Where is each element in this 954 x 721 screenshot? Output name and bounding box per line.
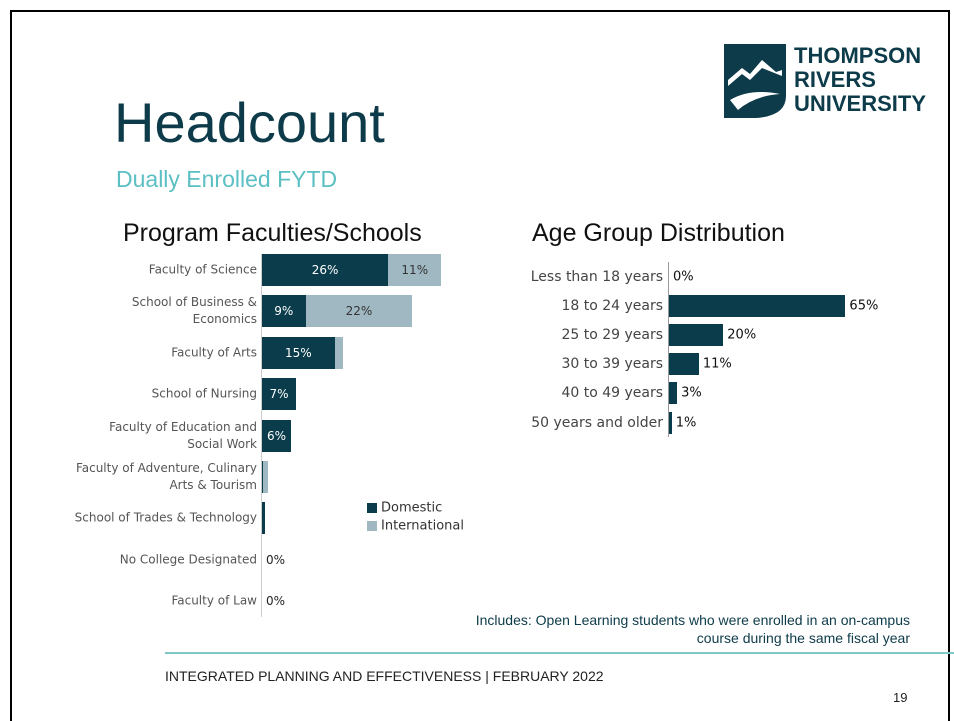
bar (669, 382, 678, 405)
y-tick-label: 18 to 24 years (561, 298, 663, 315)
title: Headcount (114, 91, 385, 154)
logo-text: THOMPSON (794, 43, 922, 68)
legend-swatch (367, 503, 377, 513)
subtitle: Dually Enrolled FYTD (116, 166, 338, 192)
bar-segment (305, 295, 413, 328)
logo-mark (724, 44, 786, 118)
page-number: 19 (893, 690, 908, 705)
data-label: 65% (849, 298, 879, 314)
data-label: 0% (266, 552, 286, 567)
data-label: 15% (285, 345, 312, 360)
data-label: 26% (311, 263, 339, 277)
data-label: 9% (274, 304, 294, 319)
y-tick-label: No College Designated (119, 552, 257, 567)
bar-segment (262, 254, 389, 286)
y-tick-label: 25 to 29 years (561, 327, 663, 344)
axis-line (261, 254, 262, 618)
y-tick-label: 40 to 49 years (561, 385, 663, 402)
y-tick-label: 50 years and older (531, 414, 663, 431)
chart-title: Program Faculties/Schools (123, 219, 422, 247)
data-label: 0% (673, 269, 694, 285)
data-label: 3% (681, 385, 702, 401)
divider (165, 652, 954, 654)
logo-text: UNIVERSITY (794, 91, 927, 116)
chart-title: Age Group Distribution (532, 219, 785, 247)
data-label: 20% (727, 327, 757, 343)
bar-segment (262, 461, 264, 493)
bar-segment (263, 461, 269, 493)
y-tick-label: Less than 18 years (530, 269, 663, 285)
y-tick-label: Faculty of Education and Social Work (109, 419, 257, 451)
bar-segment (334, 336, 343, 369)
axis-line (668, 262, 669, 438)
y-tick-label: Faculty of Adventure, Culinary Arts & To… (75, 461, 257, 492)
bar-segment (262, 502, 265, 535)
data-label: 1% (675, 415, 697, 430)
bar (669, 295, 846, 318)
bar-segment (388, 254, 442, 286)
data-label: 11% (702, 356, 732, 372)
bar (669, 353, 699, 376)
y-tick-label: School of Trades & Technology (74, 510, 257, 525)
bar-segment (262, 419, 292, 452)
legend-label: International (381, 518, 464, 534)
legend-swatch (367, 521, 377, 531)
y-tick-label: School of Nursing (151, 386, 257, 401)
footer: INTEGRATED PLANNING AND EFFECTIVENESS | … (165, 668, 604, 684)
bar (669, 324, 724, 347)
y-tick-label: Faculty of Arts (171, 345, 257, 360)
slide-border (10, 10, 950, 721)
y-tick-label: Faculty of Science (148, 262, 257, 277)
bar (669, 411, 672, 434)
data-label: 7% (269, 387, 289, 402)
bar-segment (262, 295, 306, 328)
y-tick-label: 30 to 39 years (561, 356, 663, 373)
legend-label: Domestic (381, 500, 443, 516)
data-label: 22% (345, 304, 373, 319)
bar-segment (262, 378, 296, 411)
data-label: 0% (266, 594, 286, 609)
logo-text: RIVERS (794, 67, 876, 92)
data-label: 6% (267, 428, 287, 443)
note: Includes: Open Learning students who wer… (475, 612, 910, 646)
data-label: 11% (401, 263, 429, 277)
bar-segment (262, 336, 335, 369)
y-tick-label: Faculty of Law (171, 593, 257, 608)
y-tick-label: School of Business & Economics (131, 295, 257, 327)
